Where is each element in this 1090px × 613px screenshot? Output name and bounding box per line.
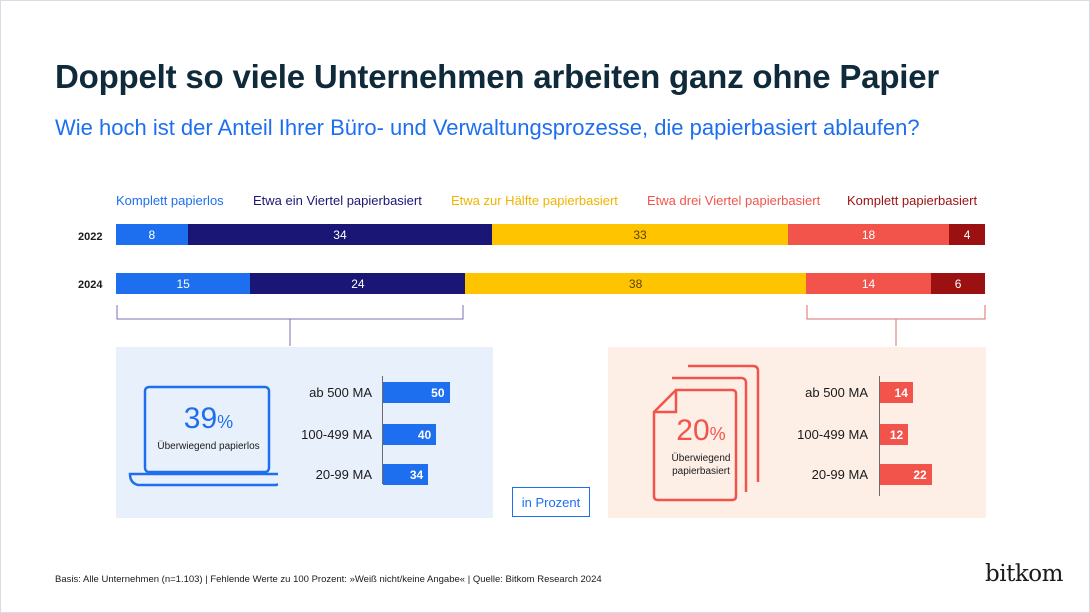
bar-segment-2022-2: 34 <box>187 224 493 245</box>
bitkom-logo: bitkom <box>985 561 1063 587</box>
year-label-2024: 2024 <box>78 279 103 291</box>
source-note: Basis: Alle Unternehmen (n=1.103) | Fehl… <box>55 574 602 585</box>
legend-item-komplett-papierlos: Komplett papierlos <box>116 193 224 208</box>
legend-item-drei-viertel: Etwa drei Viertel papierbasiert <box>647 193 821 208</box>
bar-segment-2024-1: 15 <box>116 273 251 294</box>
right-bar-axis <box>879 376 880 496</box>
legend-item-komplett-papierbasiert: Komplett papierbasiert <box>847 193 978 208</box>
unit-label: in Prozent <box>512 487 590 517</box>
highlight-papierbasiert-unit: % <box>709 424 726 444</box>
bar-segment-2022-5: 4 <box>949 224 985 245</box>
left-bar-3: 34 <box>383 464 429 485</box>
left-row-label-20: 20-99 MA <box>315 467 372 482</box>
document-icon <box>652 364 760 502</box>
highlight-papierbasiert-caption: Überwiegend papierbasiert <box>655 452 747 478</box>
highlight-papierlos-caption: Überwiegend papierlos <box>157 441 260 452</box>
highlight-papierbasiert: 20% <box>655 414 747 448</box>
right-row-label-500: ab 500 MA <box>805 385 868 400</box>
chart-subtitle: Wie hoch ist der Anteil Ihrer Büro- und … <box>55 115 920 140</box>
bar-segment-2022-1: 8 <box>116 224 188 245</box>
left-row-label-500: ab 500 MA <box>309 385 372 400</box>
year-label-2022: 2022 <box>78 231 103 243</box>
bar-segment-2024-5: 6 <box>931 273 985 294</box>
legend-item-haelfte: Etwa zur Hälfte papierbasiert <box>451 193 618 208</box>
stacked-bar-2022: 8 34 33 18 4 <box>116 224 985 245</box>
chart-title: Doppelt so viele Unternehmen arbeiten ga… <box>55 58 940 95</box>
left-bar-2: 40 <box>383 424 437 445</box>
right-bar-3: 22 <box>880 464 932 485</box>
highlight-papierlos-unit: % <box>217 412 234 432</box>
panel-papierbasiert <box>608 347 986 518</box>
right-row-label-100: 100-499 MA <box>797 427 868 442</box>
left-bar-axis <box>382 376 383 484</box>
left-bar-1: 50 <box>383 382 450 403</box>
left-row-label-100: 100-499 MA <box>301 427 372 442</box>
bar-segment-2024-2: 24 <box>250 273 466 294</box>
caption-line-1: Überwiegend <box>671 453 731 464</box>
right-row-label-20: 20-99 MA <box>811 467 868 482</box>
right-bar-2: 12 <box>880 424 909 445</box>
highlight-papierlos: 39% <box>147 402 270 436</box>
highlight-papierbasiert-value: 20 <box>676 414 710 447</box>
bar-segment-2022-4: 18 <box>787 224 950 245</box>
bar-segment-2024-4: 14 <box>805 273 932 294</box>
stacked-bar-2024: 15 24 38 14 6 <box>116 273 985 294</box>
bar-segment-2022-3: 33 <box>492 224 788 245</box>
laptop-icon <box>128 385 278 487</box>
legend-item-viertel: Etwa ein Viertel papierbasiert <box>253 193 422 208</box>
caption-line-2: papierbasiert <box>672 466 730 477</box>
right-bar-1: 14 <box>880 382 913 403</box>
bar-segment-2024-3: 38 <box>465 273 806 294</box>
highlight-papierlos-value: 39 <box>183 402 218 435</box>
